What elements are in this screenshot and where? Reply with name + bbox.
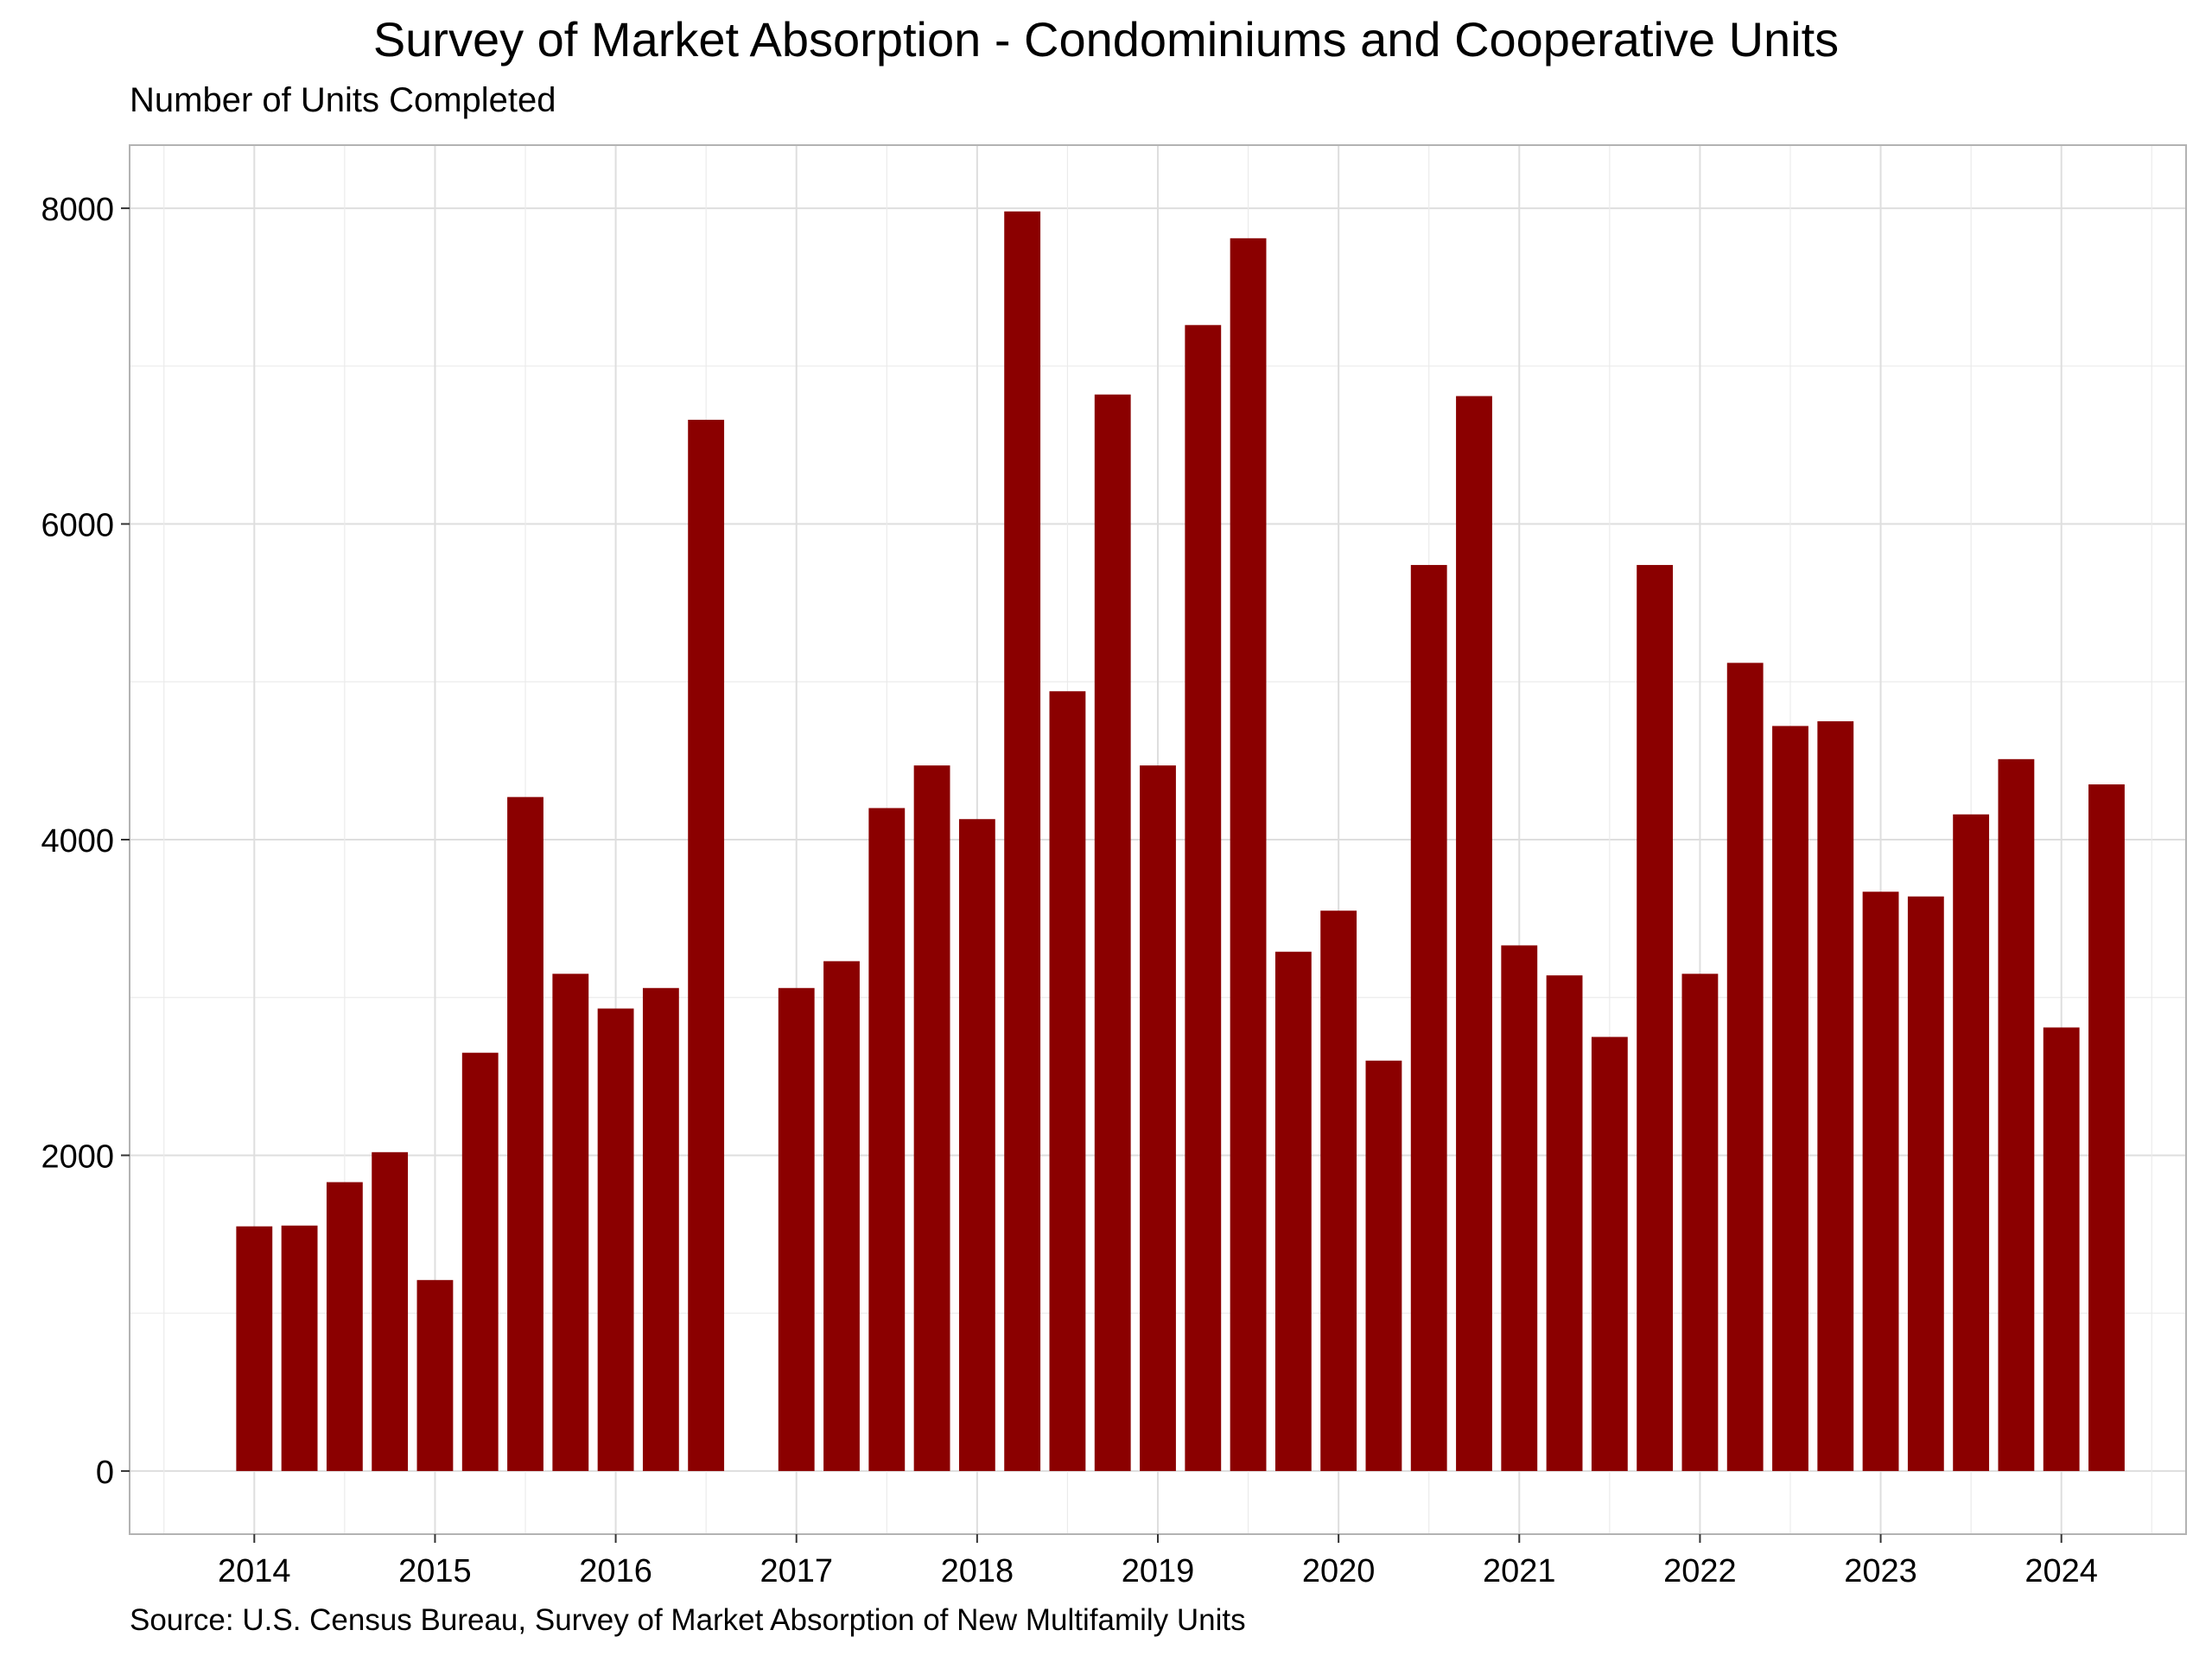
- bar-2015-01: [416, 1279, 454, 1471]
- bar-2017-01: [778, 987, 815, 1471]
- bar-2016-04: [642, 987, 679, 1471]
- bar-2018-01: [958, 819, 995, 1471]
- axis-ticks: 0 2000 4000 6000 8000 2014 2015 2016 2017 2018 201…: [41, 192, 2098, 1589]
- x-tick-label: 2015: [398, 1553, 472, 1589]
- bar-2015-04: [461, 1052, 499, 1471]
- y-tick-label: 0: [96, 1455, 114, 1491]
- x-tick-label: 2016: [579, 1553, 652, 1589]
- x-tick-label: 2023: [1844, 1553, 1917, 1589]
- bar-2015-10: [552, 974, 589, 1471]
- bar-2022-10: [1817, 720, 1854, 1471]
- bar-2016-01: [597, 1008, 634, 1471]
- chart-title: Survey of Market Absorption - Condominiu…: [372, 12, 1840, 67]
- bar-2021-10: [1637, 565, 1674, 1471]
- bar-2017-07: [868, 808, 906, 1471]
- bar-2023-10: [1998, 758, 2035, 1471]
- bar-2020-07: [1410, 565, 1447, 1471]
- chart-subtitle: Number of Units Completed: [130, 81, 556, 119]
- bar-2019-10: [1274, 951, 1312, 1471]
- bar-2018-07: [1049, 691, 1086, 1471]
- bar-2018-04: [1004, 211, 1041, 1471]
- x-tick-label: 2022: [1663, 1553, 1737, 1589]
- y-tick-label: 6000: [41, 508, 114, 544]
- bar-2020-04: [1365, 1060, 1402, 1471]
- bar-2018-10: [1094, 394, 1131, 1471]
- bar-2023-04: [1907, 896, 1944, 1471]
- bar-series: [236, 211, 2125, 1471]
- bar-2021-04: [1546, 975, 1583, 1471]
- bar-2016-07: [688, 419, 725, 1471]
- bar-2014-04: [281, 1225, 318, 1471]
- bar-2021-07: [1591, 1037, 1628, 1471]
- bar-2017-10: [913, 765, 950, 1471]
- bar-2020-10: [1456, 396, 1492, 1471]
- bar-2015-07: [507, 796, 543, 1471]
- bar-2019-04: [1185, 325, 1222, 1471]
- bar-2020-01: [1320, 910, 1357, 1471]
- x-tick-label: 2017: [760, 1553, 833, 1589]
- x-tick-label: 2020: [1302, 1553, 1376, 1589]
- y-tick-label: 4000: [41, 823, 114, 860]
- bar-2014-07: [326, 1182, 363, 1471]
- bar-2022-04: [1726, 663, 1764, 1471]
- bar-2022-07: [1772, 726, 1808, 1471]
- chart-caption: Source: U.S. Census Bureau, Survey of Ma…: [130, 1603, 1246, 1637]
- y-tick-label: 8000: [41, 192, 114, 228]
- x-tick-label: 2021: [1483, 1553, 1556, 1589]
- x-tick-label: 2019: [1122, 1553, 1195, 1589]
- y-tick-label: 2000: [41, 1139, 114, 1175]
- bar-2023-07: [1953, 814, 1990, 1471]
- bar-2014-10: [372, 1151, 409, 1471]
- bar-2019-07: [1230, 238, 1267, 1471]
- bar-2014-01: [236, 1226, 273, 1471]
- bar-2024-04: [2088, 784, 2125, 1471]
- x-tick-label: 2024: [2024, 1553, 2098, 1589]
- bar-2019-01: [1140, 765, 1176, 1471]
- bar-2023-01: [1862, 891, 1899, 1471]
- x-tick-label: 2014: [218, 1553, 291, 1589]
- bar-2022-01: [1681, 974, 1719, 1471]
- bar-2017-04: [823, 961, 860, 1471]
- bar-2021-01: [1501, 945, 1538, 1471]
- x-tick-label: 2018: [941, 1553, 1014, 1589]
- bar-2024-01: [2043, 1027, 2080, 1471]
